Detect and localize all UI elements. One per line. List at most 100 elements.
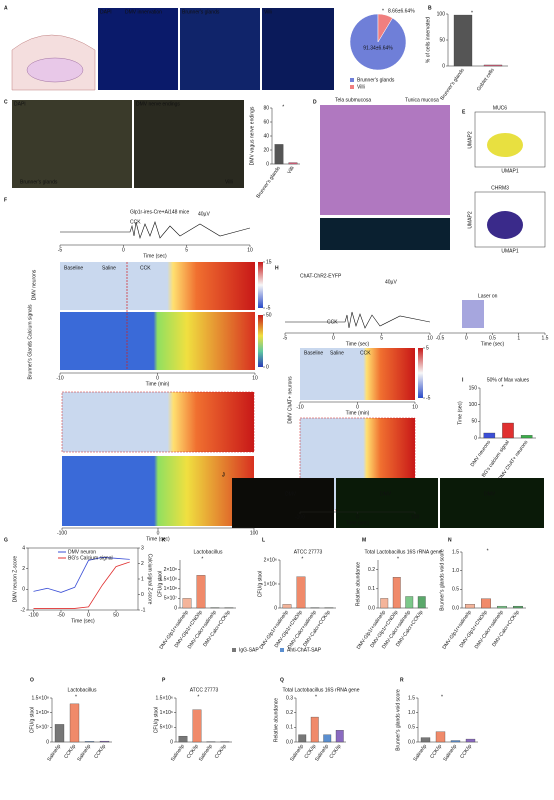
bar	[99, 740, 110, 743]
tick-label: -0.5	[436, 335, 445, 341]
image-label: DMV	[380, 491, 392, 497]
image-label: CHRM3	[491, 185, 509, 191]
tick-label: 0.0	[368, 605, 375, 611]
line	[33, 561, 130, 609]
bar	[196, 575, 206, 609]
heatmap	[62, 456, 254, 526]
tick-label: 1.5×10⁸	[31, 695, 49, 701]
tick-label: 0.0	[408, 739, 415, 745]
tick-label: 0	[170, 739, 173, 745]
star: *	[282, 104, 284, 110]
tick-label: 0.0	[452, 605, 459, 611]
tick-label: 50	[113, 612, 119, 618]
category-label: Villi	[286, 165, 295, 175]
tick-label: -10	[56, 375, 63, 381]
image-label: Villi	[225, 179, 233, 185]
tick-label: 2	[141, 561, 144, 567]
trace	[60, 221, 251, 240]
tick-label: 0.2	[286, 710, 293, 716]
pie-label: 8.66±6.64%	[388, 8, 415, 14]
tick-label: 3	[141, 545, 144, 551]
axis-label: Time (min)	[346, 410, 370, 416]
tick-label: 0	[465, 335, 468, 341]
image-label: CCK	[360, 350, 371, 356]
axis	[417, 698, 478, 743]
tick-label: 15	[266, 259, 272, 265]
tick-label: 5×10⁷	[36, 725, 49, 731]
axis-label: Time (sec)	[346, 520, 370, 526]
axis-label: Time (sec)	[146, 536, 170, 542]
star: *	[315, 694, 317, 700]
bar	[54, 724, 65, 743]
legend-label: Villi	[357, 84, 365, 90]
bar	[465, 604, 475, 609]
axis-label: Time (sec)	[457, 401, 463, 425]
chart-title: Lactobacillus	[68, 687, 97, 693]
panel-letter: M	[362, 537, 366, 543]
panel-letter: I	[462, 377, 464, 383]
axis-label: % of cells innervated	[425, 17, 431, 63]
category-label: CCK/ip	[186, 743, 200, 760]
image-label: DMV	[484, 491, 496, 497]
tick-label: 0	[442, 63, 445, 69]
tick-label: 0.5	[452, 587, 459, 593]
image-label: CCK	[140, 265, 151, 271]
image-label: DAPI	[14, 101, 26, 107]
category-label: DMV-Calcr+saline/ip	[474, 609, 505, 650]
category-label: Brunner's glands	[255, 165, 282, 199]
image-label: CCK	[327, 319, 338, 325]
category-label: CCK/ip	[328, 743, 342, 760]
tick-label: 4	[22, 545, 25, 551]
chart-title: Lactobacillus	[194, 549, 223, 555]
bar	[282, 604, 292, 609]
image-label: CCK	[130, 219, 141, 225]
tick-label: 1.5	[408, 695, 415, 701]
tick-label: 0.2	[368, 567, 375, 573]
axis-label: Time (sec)	[346, 341, 370, 347]
tick-label: 0	[156, 375, 159, 381]
tick-label: -50	[57, 612, 64, 618]
panel-letter: P	[162, 677, 166, 683]
category-label: Saline/ip	[76, 743, 92, 762]
micrograph	[180, 8, 260, 90]
tick-label: -5	[266, 305, 271, 311]
tick-label: 1	[141, 576, 144, 582]
tick-label: 80	[263, 105, 269, 111]
colorbar	[418, 348, 423, 398]
image-label: Villi	[264, 9, 272, 15]
tick-label: 1.0	[408, 710, 415, 716]
bar	[323, 734, 332, 743]
axis	[279, 560, 336, 609]
panel-letter: J	[222, 472, 225, 478]
panel-letter: K	[162, 537, 166, 543]
bar	[481, 598, 491, 609]
tick-label: 1	[517, 335, 520, 341]
bar	[274, 144, 284, 165]
axis-label: Calcium signal Z-score	[147, 554, 153, 605]
umap-cluster	[487, 133, 523, 157]
tick-label: 0	[22, 587, 25, 593]
star: *	[75, 694, 77, 700]
axis-label: CFU/g stool	[29, 707, 35, 733]
axis-label: Time (sec)	[71, 618, 95, 624]
tick-label: 100	[411, 514, 420, 520]
bar	[298, 734, 307, 743]
tick-label: 0	[274, 605, 277, 611]
bar	[520, 435, 533, 439]
image-label: Laser on	[478, 293, 498, 299]
image-label: DAPI	[100, 9, 112, 15]
tick-label: -1	[141, 607, 146, 613]
image-label: Brunner's glands	[182, 9, 220, 15]
image-label: DMV	[285, 491, 297, 497]
tick-label: 0	[356, 404, 359, 410]
micrograph	[336, 478, 438, 528]
image-label: Saline	[330, 350, 344, 356]
tick-label: 5	[380, 335, 383, 341]
trace	[285, 311, 431, 329]
tick-label: -5	[58, 247, 63, 253]
panel-letter: D	[313, 99, 317, 105]
laser	[462, 300, 484, 328]
image-label: UMAP1	[501, 168, 518, 174]
axis-label: Time (min)	[146, 381, 170, 387]
